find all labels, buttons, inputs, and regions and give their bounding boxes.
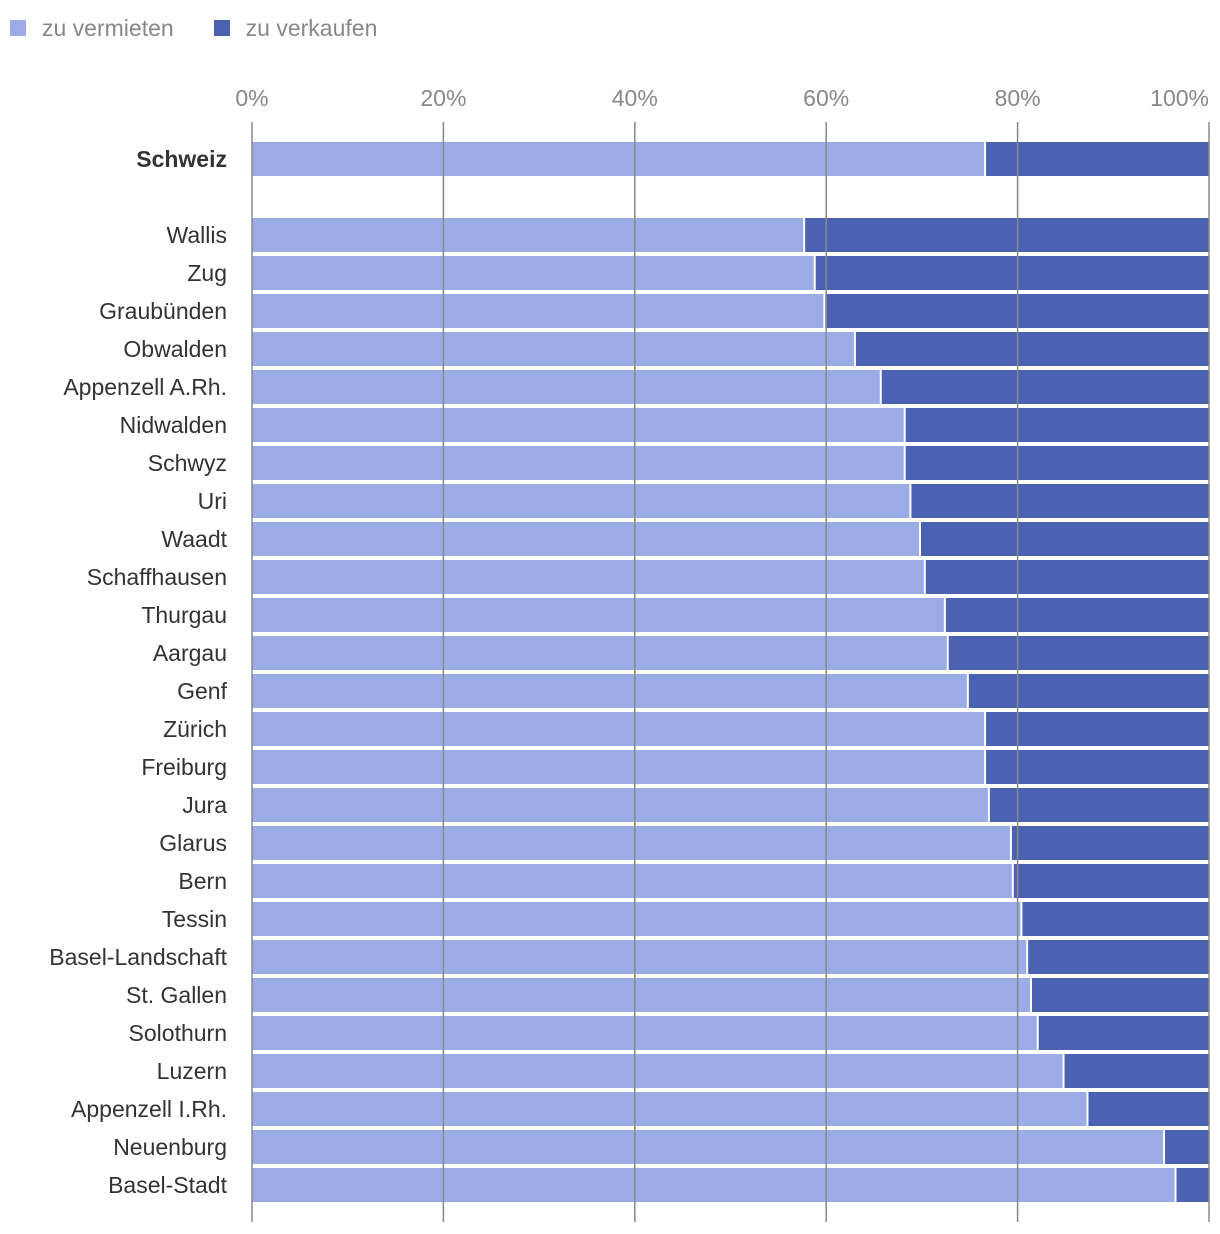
- bar-rent[interactable]: [252, 1092, 1088, 1126]
- bar-rent[interactable]: [252, 788, 989, 822]
- bar-sale[interactable]: [1010, 826, 1209, 860]
- category-label: Appenzell I.Rh.: [71, 1096, 227, 1122]
- category-label: Obwalden: [123, 336, 227, 362]
- bar-rent[interactable]: [252, 294, 825, 328]
- bar-rent[interactable]: [252, 370, 881, 404]
- legend-label-sale: zu verkaufen: [245, 14, 378, 41]
- category-label: Zürich: [163, 716, 227, 742]
- bar-sale[interactable]: [919, 522, 1209, 556]
- bar-rent[interactable]: [252, 446, 905, 480]
- category-label: St. Gallen: [126, 982, 227, 1008]
- bar-rent[interactable]: [252, 1130, 1165, 1164]
- bar-rent[interactable]: [252, 1054, 1064, 1088]
- bar-rent[interactable]: [252, 674, 968, 708]
- bar-rent[interactable]: [252, 142, 986, 176]
- bar-sale[interactable]: [947, 636, 1209, 670]
- bar-sale[interactable]: [985, 750, 1209, 784]
- bar-sale[interactable]: [985, 712, 1209, 746]
- category-label: Zug: [187, 260, 227, 286]
- x-tick-label: 0%: [235, 85, 268, 111]
- category-label: Luzern: [157, 1058, 227, 1084]
- category-label: Freiburg: [141, 754, 227, 780]
- category-label: Aargau: [153, 640, 227, 666]
- bar-sale[interactable]: [804, 218, 1209, 252]
- bar-rent[interactable]: [252, 598, 945, 632]
- bar-sale[interactable]: [988, 788, 1209, 822]
- bar-rent[interactable]: [252, 218, 805, 252]
- bar-rent[interactable]: [252, 978, 1031, 1012]
- category-label: Uri: [198, 488, 227, 514]
- legend: zu vermieten zu verkaufen: [10, 12, 417, 44]
- category-label: Basel-Landschaft: [49, 944, 227, 970]
- x-tick-label: 60%: [803, 85, 849, 111]
- legend-swatch-sale: [213, 20, 230, 36]
- bar-rent[interactable]: [252, 750, 986, 784]
- bar-sale[interactable]: [854, 332, 1209, 366]
- bar-sale[interactable]: [1037, 1016, 1209, 1050]
- legend-swatch-rent: [10, 20, 26, 36]
- x-tick-label: 40%: [612, 85, 658, 111]
- bar-rent[interactable]: [252, 522, 920, 556]
- category-label: Waadt: [161, 526, 227, 552]
- category-label: Thurgau: [141, 602, 227, 628]
- bar-sale[interactable]: [1021, 902, 1209, 936]
- bar-sale[interactable]: [814, 256, 1209, 290]
- bar-rent[interactable]: [252, 560, 925, 594]
- bar-sale[interactable]: [1087, 1092, 1209, 1126]
- bar-sale[interactable]: [880, 370, 1209, 404]
- bar-rent[interactable]: [252, 940, 1028, 974]
- bar-sale[interactable]: [924, 560, 1209, 594]
- bar-sale[interactable]: [1027, 940, 1209, 974]
- bar-rent[interactable]: [252, 826, 1011, 860]
- legend-label-rent: zu vermieten: [42, 14, 174, 41]
- bar-rent[interactable]: [252, 484, 911, 518]
- x-tick-label: 100%: [1150, 85, 1209, 111]
- bar-rent[interactable]: [252, 256, 815, 290]
- bar-rent[interactable]: [252, 332, 855, 366]
- category-label: Schaffhausen: [87, 564, 227, 590]
- legend-item-sale[interactable]: zu verkaufen: [213, 14, 378, 42]
- x-tick-label: 80%: [995, 85, 1041, 111]
- bar-rent[interactable]: [252, 864, 1013, 898]
- bar-sale[interactable]: [1030, 978, 1209, 1012]
- bar-rent[interactable]: [252, 712, 986, 746]
- category-label: Tessin: [162, 906, 227, 932]
- category-label: Jura: [182, 792, 227, 818]
- category-label: Appenzell A.Rh.: [63, 374, 227, 400]
- category-label: Schwyz: [148, 450, 227, 476]
- category-label: Solothurn: [129, 1020, 227, 1046]
- category-label: Glarus: [159, 830, 227, 856]
- x-tick-label: 20%: [420, 85, 466, 111]
- bar-rent[interactable]: [252, 408, 905, 442]
- legend-item-rent[interactable]: zu vermieten: [10, 15, 174, 42]
- bar-sale[interactable]: [985, 142, 1209, 176]
- bar-rent[interactable]: [252, 1016, 1038, 1050]
- category-label: Neuenburg: [113, 1134, 227, 1160]
- category-label: Graubünden: [99, 298, 227, 324]
- bar-sale[interactable]: [904, 446, 1209, 480]
- category-label: Basel-Stadt: [108, 1172, 228, 1198]
- bar-sale[interactable]: [910, 484, 1209, 518]
- bar-rent[interactable]: [252, 1168, 1176, 1202]
- bar-sale[interactable]: [1012, 864, 1209, 898]
- category-label: Genf: [177, 678, 227, 704]
- bar-sale[interactable]: [904, 408, 1209, 442]
- category-label: Nidwalden: [120, 412, 227, 438]
- category-label: Bern: [178, 868, 227, 894]
- category-label: Schweiz: [136, 146, 227, 172]
- bar-sale[interactable]: [944, 598, 1209, 632]
- bar-rent[interactable]: [252, 902, 1022, 936]
- bar-sale[interactable]: [824, 294, 1209, 328]
- bar-sale[interactable]: [1164, 1130, 1209, 1164]
- bar-rent[interactable]: [252, 636, 948, 670]
- bar-sale[interactable]: [1175, 1168, 1209, 1202]
- category-label: Wallis: [167, 222, 227, 248]
- bar-sale[interactable]: [1063, 1054, 1209, 1088]
- bar-sale[interactable]: [967, 674, 1209, 708]
